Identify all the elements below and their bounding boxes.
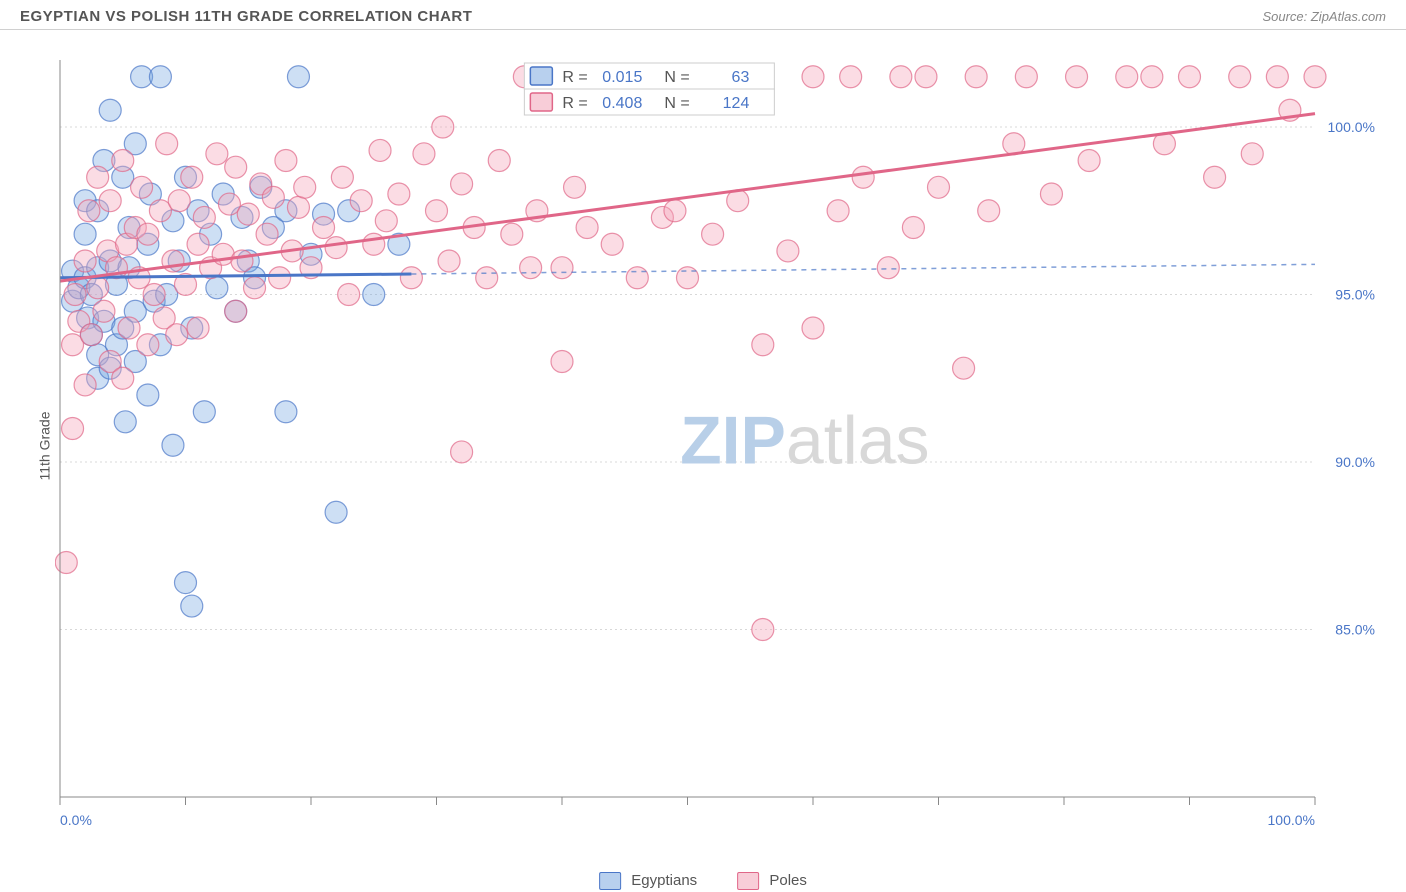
legend-item-egyptians: Egyptians [599,872,697,890]
svg-text:95.0%: 95.0% [1335,287,1375,303]
svg-text:90.0%: 90.0% [1335,454,1375,470]
svg-text:0.015: 0.015 [602,69,642,86]
svg-text:124: 124 [723,95,750,112]
svg-text:N =: N = [664,69,689,86]
legend-label-egyptians: Egyptians [631,872,697,889]
svg-text:R =: R = [562,69,587,86]
title-bar: EGYPTIAN VS POLISH 11TH GRADE CORRELATIO… [0,0,1406,30]
chart-title: EGYPTIAN VS POLISH 11TH GRADE CORRELATIO… [20,8,472,25]
svg-text:85.0%: 85.0% [1335,622,1375,638]
legend-label-poles: Poles [769,872,807,889]
svg-text:ZIPatlas: ZIPatlas [680,403,929,479]
svg-text:0.0%: 0.0% [60,812,92,828]
y-axis-label: 11th Grade [37,411,53,480]
svg-text:100.0%: 100.0% [1268,812,1315,828]
legend-item-poles: Poles [737,872,807,890]
svg-text:100.0%: 100.0% [1328,119,1375,135]
svg-text:63: 63 [732,69,750,86]
source-label: Source: ZipAtlas.com [1262,9,1386,24]
plot-area: 85.0% 90.0% 95.0% 100.0% ZIPatlas 0.0% 100.0% R… [55,45,1385,835]
svg-text:N =: N = [664,95,689,112]
scatter-svg: 85.0% 90.0% 95.0% 100.0% ZIPatlas 0.0% 100.0% R… [55,45,1385,835]
bottom-legend: Egyptians Poles [599,872,807,890]
legend-swatch-egyptians [599,872,621,890]
svg-text:0.408: 0.408 [602,95,642,112]
chart-container: EGYPTIAN VS POLISH 11TH GRADE CORRELATIO… [0,0,1406,892]
legend-swatch-poles [737,872,759,890]
svg-text:R =: R = [562,95,587,112]
